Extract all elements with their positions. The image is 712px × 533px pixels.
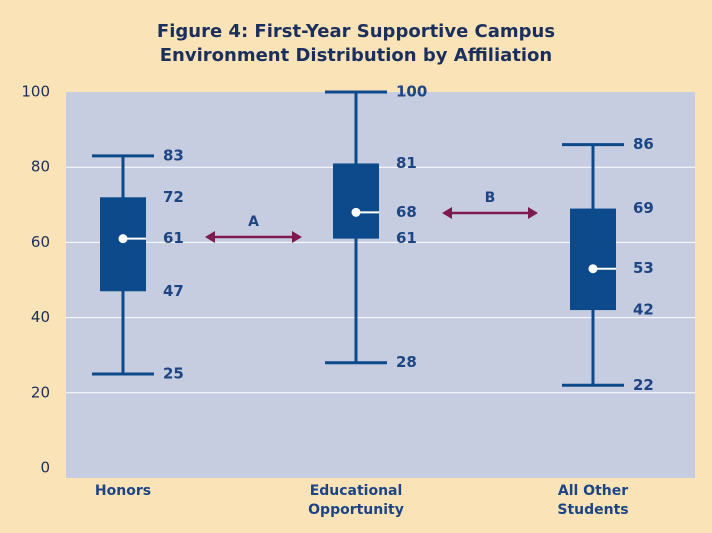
value-label: 69: [633, 199, 654, 217]
box: [333, 163, 379, 239]
value-label: 68: [396, 203, 417, 221]
arrow-head: [442, 207, 538, 219]
median-dot: [588, 264, 598, 274]
annotation: B: [485, 190, 496, 206]
value-label: 53: [633, 259, 654, 277]
box: [570, 208, 616, 311]
value-label: 47: [163, 282, 184, 300]
value-label: 22: [633, 376, 654, 394]
y-tick-label: 80: [31, 158, 50, 176]
y-tick-label: 0: [40, 459, 50, 477]
value-label: 61: [396, 229, 417, 247]
value-label: 28: [396, 353, 417, 371]
value-label: 61: [163, 229, 184, 247]
y-tick-label: 60: [31, 233, 50, 251]
value-label: 83: [163, 146, 184, 164]
chart-title: Figure 4: First-Year Supportive Campus E…: [156, 21, 556, 66]
x-tick-label: All Other Students: [557, 483, 629, 518]
median-dot: [118, 234, 128, 244]
median-dot: [351, 207, 361, 217]
value-label: 42: [633, 301, 654, 319]
annotation: A: [248, 214, 259, 230]
value-label: 25: [163, 365, 184, 383]
arrow-head: [205, 231, 302, 243]
value-label: 86: [633, 135, 654, 153]
x-tick-label: Educational Opportunity: [308, 483, 404, 518]
value-label: 81: [396, 154, 417, 172]
box: [100, 197, 146, 292]
y-tick-label: 20: [31, 383, 50, 401]
value-label: 72: [163, 188, 184, 206]
y-tick-label: 100: [21, 83, 50, 101]
value-label: 100: [396, 83, 427, 101]
x-tick-label: Honors: [94, 483, 152, 499]
y-tick-label: 40: [31, 308, 50, 326]
